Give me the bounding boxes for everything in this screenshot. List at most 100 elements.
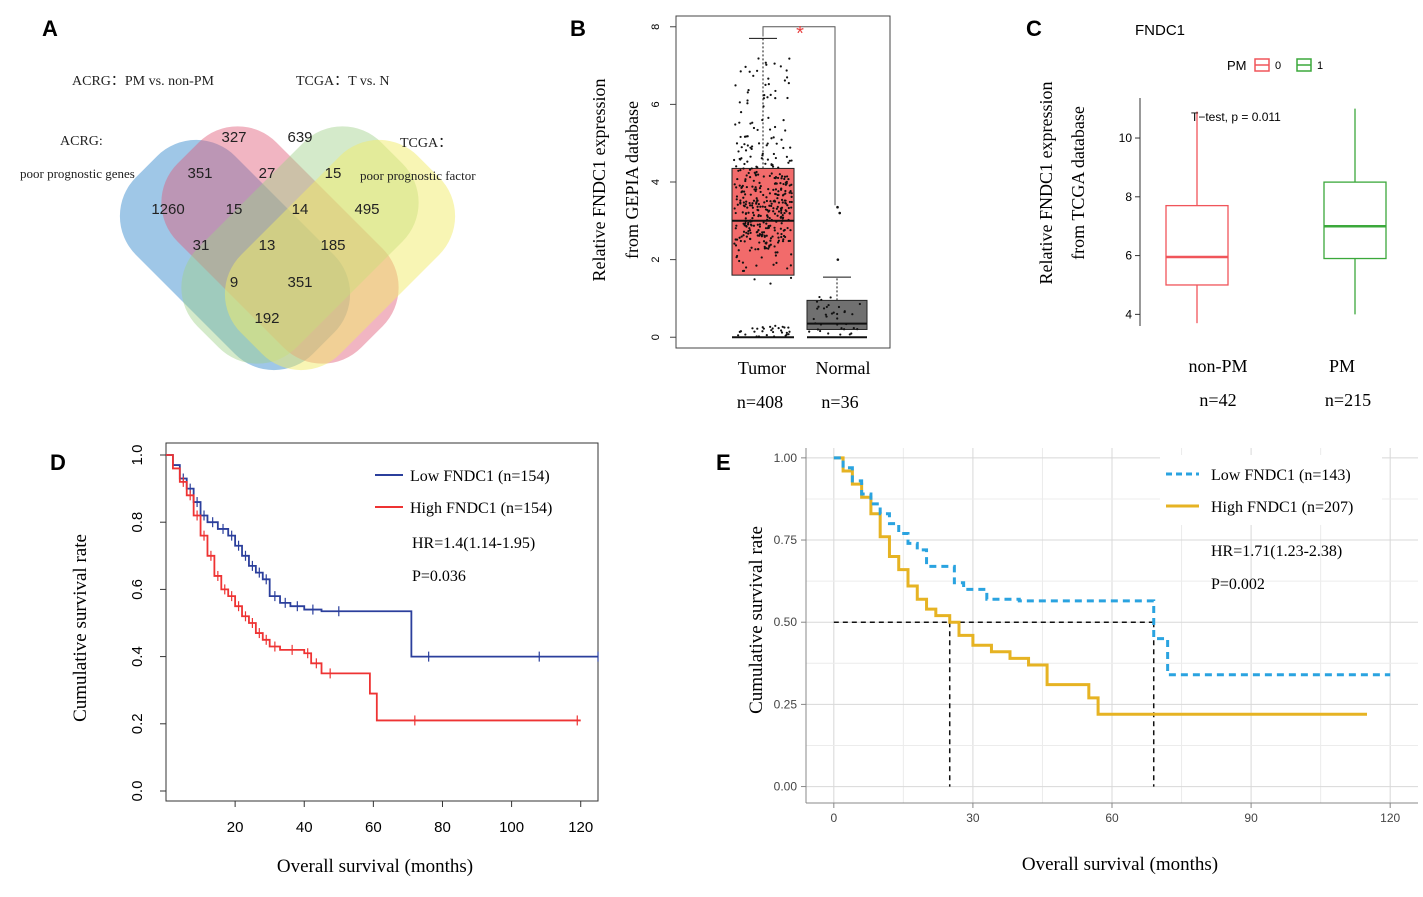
- chart-b-point: [769, 224, 772, 227]
- chart-b-point: [783, 228, 786, 232]
- venn-count-red-green: 27: [259, 165, 276, 182]
- chart-b-point: [858, 302, 861, 306]
- chart-b-point: [755, 231, 758, 234]
- chart-b-point: [767, 83, 770, 86]
- chart-b-point: [763, 247, 766, 250]
- chart-b-point: [761, 231, 764, 234]
- chart-b-point: [774, 89, 777, 93]
- chart-b-point: [746, 102, 749, 105]
- chart-b-point: [749, 146, 752, 149]
- chart-b-point: [734, 238, 737, 241]
- chart-b-point: [787, 326, 790, 329]
- chart-b-point: [741, 261, 745, 264]
- chart-b-point: [777, 327, 780, 330]
- venn-count-all-four: 13: [259, 237, 276, 254]
- chart-b-point: [774, 254, 777, 257]
- chart-d-xtick-label: 120: [568, 819, 593, 836]
- chart-c: FNDC1 PM 0 1 4 6 8 10 T−test, p = 0.011 Rel…: [1036, 22, 1387, 410]
- chart-b-point: [756, 234, 759, 237]
- chart-b-point: [775, 182, 778, 185]
- chart-b-point: [750, 220, 753, 223]
- chart-b-point: [756, 173, 760, 176]
- chart-b-point: [738, 236, 741, 239]
- chart-b-point: [742, 196, 745, 199]
- chart-b-point: [784, 192, 787, 195]
- chart-b-point: [764, 61, 767, 64]
- chart-b-point: [768, 244, 771, 247]
- chart-d: 20 40 60 80 100 120 0.0 0.2 0.4 0.6 0.8 1.0 Low FND…: [70, 442, 599, 877]
- chart-b-point: [764, 83, 767, 86]
- chart-b-point: [749, 122, 752, 125]
- chart-e: 0 30 60 90 120 0.00 0.25 0.50 0.75 1.00 Low FNDC1…: [746, 441, 1418, 875]
- chart-b-point: [744, 179, 747, 183]
- chart-b-point: [777, 236, 780, 239]
- chart-b-point: [746, 144, 749, 147]
- chart-b-point: [840, 327, 843, 330]
- chart-b-point: [762, 97, 766, 100]
- chart-b-point: [780, 206, 784, 209]
- chart-b-point: [752, 179, 755, 182]
- chart-b-point: [770, 218, 773, 222]
- chart-b-point: [825, 305, 828, 309]
- chart-b-point: [742, 190, 746, 193]
- chart-b-point: [748, 176, 752, 179]
- chart-b-point: [749, 193, 752, 196]
- chart-b-point: [768, 204, 771, 207]
- chart-b-point: [786, 267, 789, 270]
- chart-b-point: [781, 219, 784, 222]
- chart-c-ylabel-line1: Relative FNDC1 expression: [1036, 82, 1056, 285]
- chart-b-point: [733, 207, 736, 210]
- chart-b-point: [790, 195, 793, 198]
- chart-b-point: [780, 222, 783, 225]
- chart-b-point: [768, 174, 771, 177]
- chart-b-point: [772, 207, 775, 210]
- chart-b-point: [756, 199, 759, 202]
- chart-b-point: [758, 186, 762, 190]
- chart-b-point: [774, 188, 778, 191]
- chart-b-point: [763, 245, 766, 248]
- chart-b-point: [827, 303, 830, 307]
- chart-b-point: [745, 174, 748, 177]
- chart-b-point: [777, 190, 780, 193]
- chart-c-box: [1323, 181, 1387, 260]
- chart-b-point: [759, 205, 762, 208]
- chart-b-point: [790, 192, 793, 195]
- chart-b-point: [751, 202, 754, 205]
- chart-b-point: [754, 174, 758, 177]
- chart-b-point: [745, 185, 748, 189]
- chart-b-point: [757, 229, 760, 232]
- chart-e-ylabel: Cumulative survival rate: [746, 526, 767, 714]
- venn-count-blue-yellow: 192: [254, 310, 279, 327]
- chart-b-point: [769, 239, 772, 242]
- chart-b-point: [825, 315, 828, 318]
- chart-b-point: [748, 227, 751, 230]
- chart-b-point: [808, 330, 811, 333]
- chart-b-point: [781, 201, 784, 204]
- chart-b-point: [784, 201, 787, 205]
- chart-b-point: [769, 325, 772, 328]
- chart-e-pvalue: P=0.002: [1211, 576, 1265, 593]
- chart-b-point: [788, 159, 791, 162]
- chart-b-point: [827, 332, 830, 335]
- chart-b-point: [736, 177, 739, 181]
- chart-b-y-axis: 0 2 4 6 8: [650, 24, 676, 340]
- chart-b-point: [779, 65, 782, 68]
- chart-b-point: [741, 211, 744, 214]
- chart-b-point: [760, 256, 763, 259]
- chart-b-point: [764, 208, 768, 211]
- chart-b-point: [783, 79, 786, 82]
- chart-b-point: [774, 251, 777, 254]
- chart-b-point: [755, 264, 758, 267]
- chart-b-point: [770, 204, 773, 208]
- chart-b-point: [785, 175, 789, 178]
- chart-b-point: [737, 249, 740, 252]
- chart-b-point: [757, 57, 760, 60]
- chart-c-xtick-pm: PM: [1329, 356, 1355, 376]
- chart-b-point: [746, 91, 749, 94]
- chart-b-point: [781, 240, 785, 243]
- chart-b-point: [774, 177, 777, 180]
- chart-b-point: [815, 300, 819, 303]
- chart-b-point: [785, 210, 788, 213]
- chart-b-point: [744, 217, 747, 220]
- chart-b-point: [790, 183, 793, 186]
